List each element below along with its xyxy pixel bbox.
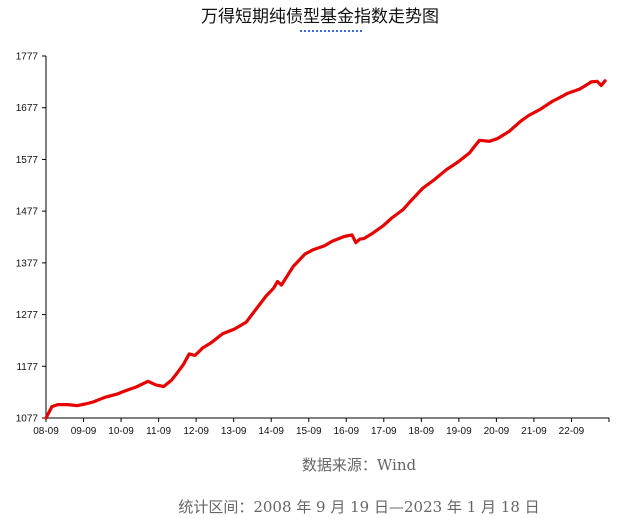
x-tick-label: 14-09	[258, 426, 284, 437]
index-series-line	[44, 79, 607, 420]
x-tick-label: 08-09	[33, 426, 59, 437]
x-tick-label: 21-09	[521, 426, 547, 437]
statistics-period-note: 统计区间：2008 年 9 月 19 日—2023 年 1 月 18 日	[178, 498, 540, 516]
y-tick-label: 1477	[16, 207, 39, 218]
x-tick-label: 19-09	[446, 426, 472, 437]
x-tick-label: 09-09	[71, 426, 97, 437]
x-tick-label: 15-09	[296, 426, 322, 437]
y-tick-label: 1177	[16, 362, 38, 373]
spellcheck-underline	[300, 26, 362, 32]
x-tick-label: 11-09	[146, 426, 171, 437]
chart-axes	[45, 56, 609, 419]
x-axis-ticks: 08-09 09-09 10-09 11-09 12-09 13-09 14-09 15-09…	[33, 418, 610, 437]
y-tick-label: 1677	[16, 103, 39, 114]
y-tick-label: 1077	[16, 414, 39, 425]
y-axis-ticks: 1077 1177 1277 1377 1477 1577 1677 1777	[16, 52, 46, 425]
data-source-note: 数据来源：Wind	[301, 456, 417, 474]
y-tick-label: 1277	[16, 310, 39, 321]
y-tick-label: 1377	[16, 258, 39, 269]
x-tick-label: 12-09	[183, 426, 209, 437]
chart-title: 万得短期纯债型基金指数走势图	[201, 7, 439, 27]
x-tick-label: 13-09	[221, 426, 247, 437]
plot-area	[44, 79, 607, 420]
y-tick-label: 1777	[16, 52, 39, 63]
x-tick-label: 20-09	[484, 426, 510, 437]
x-tick-label: 17-09	[371, 426, 397, 437]
x-tick-label: 22-09	[559, 426, 585, 437]
x-tick-label: 10-09	[108, 426, 134, 437]
x-tick-label: 16-09	[333, 426, 359, 437]
y-tick-label: 1577	[16, 155, 39, 166]
x-tick-label: 18-09	[409, 426, 435, 437]
